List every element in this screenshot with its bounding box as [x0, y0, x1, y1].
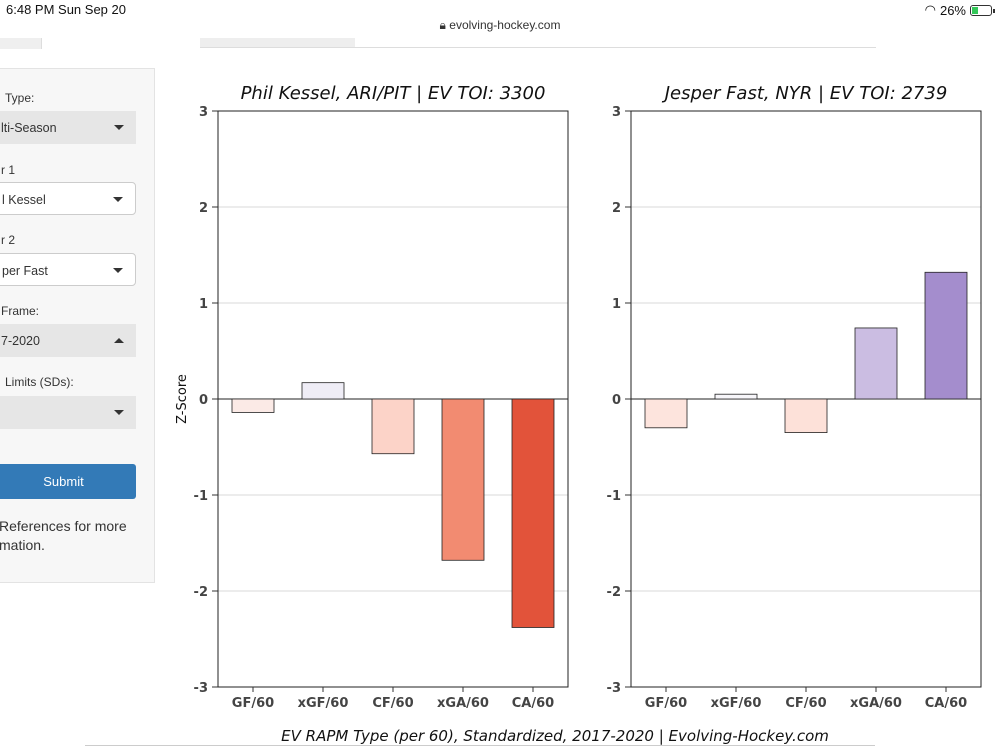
- type-select-value: lti-Season: [1, 121, 57, 135]
- x-tick-label: GF/60: [232, 696, 274, 711]
- references-note: References for more mation.: [0, 517, 159, 555]
- tab-middle[interactable]: [200, 38, 355, 48]
- chevron-up-icon: [114, 338, 124, 343]
- chevron-down-icon: [113, 197, 123, 202]
- frame-select[interactable]: 7-2020: [0, 324, 136, 357]
- y-tick-label: 2: [612, 201, 621, 216]
- url-bar[interactable]: 🔒︎ evolving-hockey.com: [0, 18, 1000, 38]
- sidebar-panel: Type: lti-Season r 1 l Kessel r 2 per Fa…: [0, 68, 155, 583]
- battery-percent: 26%: [939, 2, 966, 18]
- note-line-2: mation.: [0, 537, 45, 553]
- bar-xga-60: [854, 327, 898, 400]
- type-select[interactable]: lti-Season: [0, 111, 136, 144]
- player2-select[interactable]: per Fast: [0, 253, 136, 286]
- status-right: ◠ 26%: [924, 2, 995, 18]
- bar-cf-60: [371, 398, 415, 455]
- y-tick-label: 1: [199, 297, 208, 312]
- y-tick-label: 1: [612, 297, 621, 312]
- y-tick-label: 3: [612, 105, 621, 120]
- tab-left[interactable]: [0, 38, 42, 49]
- bar-xgf-60: [301, 382, 345, 400]
- url-text: evolving-hockey.com: [449, 18, 561, 32]
- tab-divider: [200, 47, 876, 48]
- chart-footer: EV RAPM Type (per 60), Standardized, 201…: [281, 727, 829, 745]
- limits-select[interactable]: [0, 396, 136, 429]
- player1-select[interactable]: l Kessel: [0, 182, 136, 215]
- y-tick-label: -3: [194, 681, 208, 696]
- status-bar: 6:48 PM Sun Sep 20 ◠ 26%: [0, 0, 1000, 20]
- x-tick-label: xGF/60: [711, 696, 762, 711]
- y-tick-label: 3: [199, 105, 208, 120]
- chevron-down-icon: [114, 410, 124, 415]
- y-tick-label: 2: [199, 201, 208, 216]
- x-tick-label: CA/60: [925, 696, 967, 711]
- x-tick-label: CF/60: [372, 696, 413, 711]
- limits-label: Limits (SDs):: [5, 375, 74, 389]
- note-line-1: References for more: [0, 518, 127, 534]
- y-tick-label: -1: [607, 489, 621, 504]
- bar-ca-60: [924, 271, 968, 400]
- x-tick-label: CF/60: [785, 696, 826, 711]
- chevron-down-icon: [114, 125, 124, 130]
- type-label: Type:: [5, 91, 35, 105]
- frame-label: Frame:: [1, 304, 40, 318]
- chevron-down-icon: [113, 268, 123, 273]
- player2-label: r 2: [1, 233, 16, 247]
- wifi-icon: ◠: [924, 2, 936, 17]
- bar-gf-60: [231, 398, 275, 413]
- player1-select-value: l Kessel: [2, 193, 46, 207]
- x-tick-label: xGF/60: [298, 696, 349, 711]
- bar-cf-60: [784, 398, 828, 433]
- y-tick-label: 0: [612, 393, 621, 408]
- y-axis-label: Z-Score: [175, 374, 190, 424]
- y-tick-label: -2: [194, 585, 208, 600]
- chart-title: Jesper Fast, NYR | EV TOI: 2739: [662, 83, 948, 104]
- battery-icon: [970, 4, 995, 16]
- x-tick-label: xGA/60: [850, 696, 902, 711]
- player2-select-value: per Fast: [2, 264, 48, 278]
- x-tick-label: CA/60: [512, 696, 554, 711]
- bar-gf-60: [644, 398, 688, 429]
- bottom-divider: [85, 745, 875, 746]
- y-tick-label: -3: [607, 681, 621, 696]
- bar-xga-60: [441, 398, 485, 561]
- x-tick-label: GF/60: [645, 696, 687, 711]
- status-time: 6:48 PM Sun Sep 20: [6, 2, 126, 17]
- submit-button[interactable]: Submit: [0, 464, 136, 499]
- frame-select-value: 7-2020: [1, 334, 40, 348]
- y-tick-label: -2: [607, 585, 621, 600]
- y-tick-label: -1: [194, 489, 208, 504]
- rapm-charts: Phil Kessel, ARI/PIT | EV TOI: 3300 3 2 1 0 -…: [175, 83, 982, 745]
- x-tick-label: xGA/60: [437, 696, 489, 711]
- lock-icon: 🔒︎: [439, 18, 446, 32]
- bar-xgf-60: [714, 393, 758, 400]
- chart-title: Phil Kessel, ARI/PIT | EV TOI: 3300: [241, 83, 546, 104]
- bar-ca-60: [511, 398, 555, 628]
- y-tick-label: 0: [199, 393, 208, 408]
- player1-label: r 1: [1, 163, 16, 177]
- tab-strip: [0, 38, 1000, 50]
